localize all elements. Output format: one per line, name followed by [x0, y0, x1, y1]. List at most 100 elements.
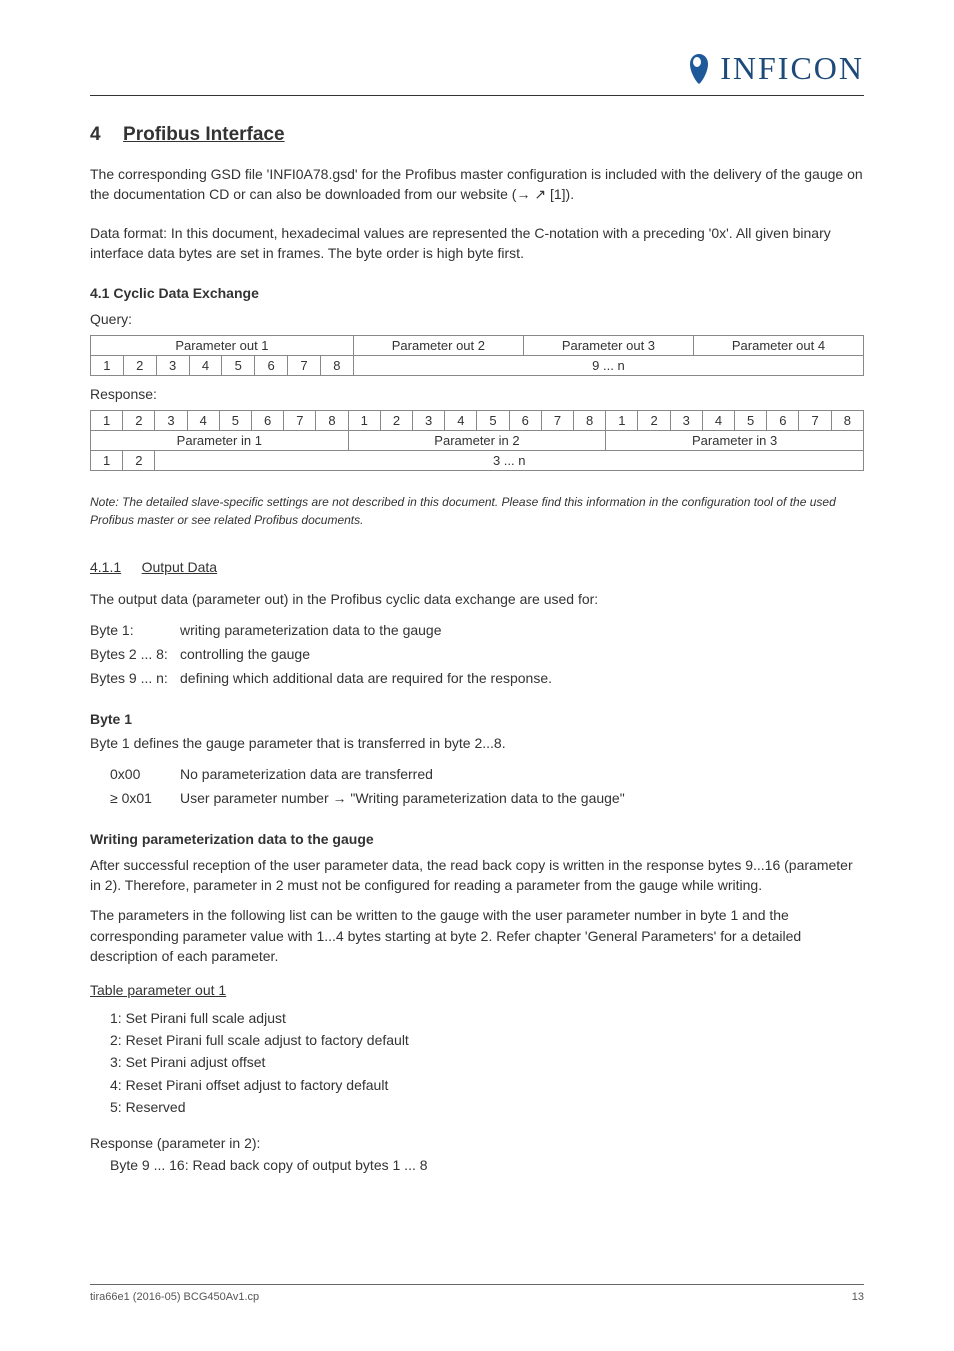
rcell: 8 [574, 411, 606, 431]
table-param-title: Table parameter out 1 [90, 980, 864, 1000]
qcell: 1 [91, 356, 124, 376]
rcell: 5 [219, 411, 251, 431]
section-heading: 4 Profibus Interface [90, 124, 864, 146]
code: ≥ 0x01 [110, 787, 180, 811]
writing-p2: The parameters in the following list can… [90, 905, 864, 966]
rcell: 6 [252, 411, 284, 431]
rcell: 5 [735, 411, 767, 431]
query-row1: Parameter out 1 Parameter out 2 Paramete… [91, 336, 864, 356]
code: 0x00 [110, 763, 180, 787]
writing-p1: After successful reception of the user p… [90, 855, 864, 896]
rcell: 4 [187, 411, 219, 431]
code-desc: User parameter number → "Writing paramet… [180, 787, 864, 811]
r3cell: 2 [123, 451, 155, 471]
cyclic-heading: 4.1 Cyclic Data Exchange [90, 285, 864, 301]
response-table: 1 2 3 4 5 6 7 8 1 2 3 4 5 6 7 8 1 2 3 4 … [90, 410, 864, 471]
output-items-list: Byte 1: writing parameterization data to… [90, 619, 864, 690]
resp-row1: 1 2 3 4 5 6 7 8 1 2 3 4 5 6 7 8 1 2 3 4 … [91, 411, 864, 431]
qcell: 4 [189, 356, 222, 376]
rcell: 1 [606, 411, 638, 431]
param-out-3: Parameter out 3 [523, 336, 693, 356]
param-in-3: Parameter in 3 [606, 431, 864, 451]
rcell: 4 [445, 411, 477, 431]
query-row2: 1 2 3 4 5 6 7 8 9 ... n [91, 356, 864, 376]
code-desc: No parameterization data are transferred [180, 763, 864, 787]
rcell: 1 [348, 411, 380, 431]
subsection-title: Output Data [142, 559, 218, 575]
rcell: 7 [541, 411, 573, 431]
qcell: 2 [123, 356, 156, 376]
note-text: Note: The detailed slave-specific settin… [90, 493, 864, 529]
rcell: 5 [477, 411, 509, 431]
brand-logo: INFICON [684, 50, 864, 87]
byte1-heading: Byte 1 [90, 711, 864, 727]
param-item: 3: Set Pirani adjust offset [110, 1051, 864, 1073]
qcell: 8 [320, 356, 353, 376]
logo-text: INFICON [720, 50, 864, 87]
item-label: Bytes 9 ... n: [90, 667, 180, 691]
item-val: controlling the gauge [180, 643, 864, 667]
page-footer: tira66e1 (2016-05) BCG450Av1.cp 13 [90, 1284, 864, 1303]
param-out-1: Parameter out 1 [91, 336, 354, 356]
list-item: Bytes 9 ... n: defining which additional… [90, 667, 864, 691]
footer-left: tira66e1 (2016-05) BCG450Av1.cp [90, 1291, 259, 1303]
logo-mark-icon [684, 52, 714, 86]
codes-list: 0x00 No parameterization data are transf… [110, 763, 864, 811]
subsection-number: 4.1.1 [90, 559, 121, 575]
rcell: 4 [702, 411, 734, 431]
list-item: Bytes 2 ... 8: controlling the gauge [90, 643, 864, 667]
param-out-4: Parameter out 4 [693, 336, 863, 356]
param-in-1: Parameter in 1 [91, 431, 349, 451]
list-item: Byte 1: writing parameterization data to… [90, 619, 864, 643]
rcell: 2 [380, 411, 412, 431]
param-in-2: Parameter in 2 [348, 431, 606, 451]
resp-row2: Parameter in 1 Parameter in 2 Parameter … [91, 431, 864, 451]
rcell: 7 [799, 411, 831, 431]
query-table: Parameter out 1 Parameter out 2 Paramete… [90, 335, 864, 376]
rcell: 6 [767, 411, 799, 431]
byte1-text: Byte 1 defines the gauge parameter that … [90, 733, 864, 753]
section-title: Profibus Interface [123, 124, 285, 145]
qcell: 6 [255, 356, 288, 376]
param-out-2: Parameter out 2 [353, 336, 523, 356]
intro-p2: Data format: In this document, hexadecim… [90, 223, 864, 264]
r3cell: 1 [91, 451, 123, 471]
qcell: 3 [156, 356, 189, 376]
header-divider [90, 95, 864, 96]
code-item: 0x00 No parameterization data are transf… [110, 763, 864, 787]
rcell: 1 [91, 411, 123, 431]
page-header: INFICON [90, 50, 864, 87]
param-item: 5: Reserved [110, 1096, 864, 1118]
section-number: 4 [90, 124, 101, 146]
item-label: Bytes 2 ... 8: [90, 643, 180, 667]
rcell: 7 [284, 411, 316, 431]
response-param-text: Byte 9 ... 16: Read back copy of output … [110, 1155, 864, 1175]
qcell: 7 [288, 356, 321, 376]
output-data-subsection: 4.1.1 Output Data The output data (param… [90, 559, 864, 609]
rcell: 3 [670, 411, 702, 431]
parameter-list: 1: Set Pirani full scale adjust 2: Reset… [110, 1007, 864, 1119]
param-item: 1: Set Pirani full scale adjust [110, 1007, 864, 1029]
code-item: ≥ 0x01 User parameter number → "Writing … [110, 787, 864, 811]
rcell: 6 [509, 411, 541, 431]
qcell: 5 [222, 356, 255, 376]
param-item: 4: Reset Pirani offset adjust to factory… [110, 1074, 864, 1096]
data-format-text: In this document, hexadecimal values are… [90, 225, 831, 261]
rcell: 3 [155, 411, 187, 431]
item-label: Byte 1: [90, 619, 180, 643]
subsection-text: The output data (parameter out) in the P… [90, 589, 864, 609]
writing-heading: Writing parameterization data to the gau… [90, 831, 864, 847]
rcell: 2 [123, 411, 155, 431]
resp-row3: 1 2 3 ... n [91, 451, 864, 471]
item-val: writing parameterization data to the gau… [180, 619, 864, 643]
rcell: 3 [413, 411, 445, 431]
rcell: 8 [831, 411, 863, 431]
param-item: 2: Reset Pirani full scale adjust to fac… [110, 1029, 864, 1051]
intro-p1: The corresponding GSD file 'INFI0A78.gsd… [90, 164, 864, 205]
query-label: Query: [90, 311, 864, 327]
response-label: Response: [90, 386, 864, 402]
item-val: defining which additional data are requi… [180, 667, 864, 691]
r3cell-merged: 3 ... n [155, 451, 864, 471]
footer-page-number: 13 [852, 1291, 864, 1303]
response-param-label: Response (parameter in 2): [90, 1135, 864, 1151]
